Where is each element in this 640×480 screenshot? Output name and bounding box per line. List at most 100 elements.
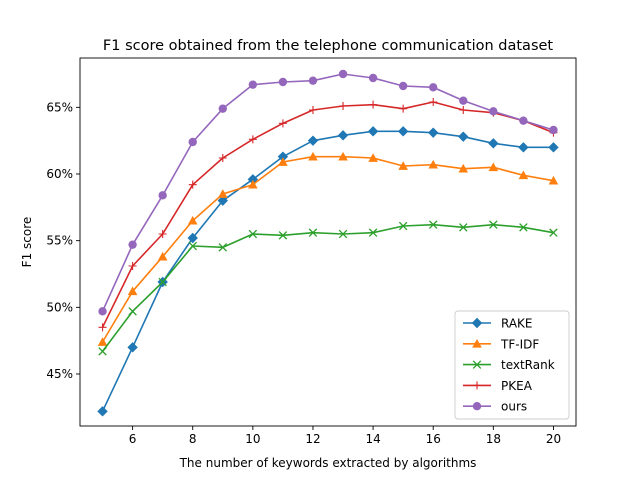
- data-point: [338, 69, 348, 79]
- data-point: [337, 130, 349, 141]
- data-point: [187, 215, 198, 225]
- legend-label: ours: [501, 400, 527, 414]
- data-point: [398, 161, 408, 170]
- data-point: [339, 102, 348, 110]
- data-point: [127, 286, 138, 296]
- x-tick-label: 16: [426, 432, 441, 446]
- data-point: [157, 251, 168, 261]
- data-point: [307, 135, 319, 146]
- data-point: [308, 228, 318, 237]
- data-point: [458, 163, 469, 173]
- legend-box: [454, 310, 570, 420]
- data-point: [97, 406, 108, 417]
- series-tf-idf: [97, 151, 559, 346]
- data-point: [367, 126, 379, 137]
- series-line: [101, 101, 554, 328]
- series-line: [101, 73, 554, 312]
- data-point: [248, 179, 258, 189]
- x-tick-label: 12: [305, 432, 320, 446]
- data-point: [248, 135, 257, 144]
- legend-item: PKEA: [463, 379, 533, 393]
- data-point: [277, 151, 289, 162]
- data-point: [187, 232, 198, 244]
- data-point: [549, 125, 558, 135]
- data-point: [368, 73, 378, 83]
- data-point: [338, 229, 348, 239]
- plot-area: 6 8 10 12 14 16 18 20 45% 50% 55% 60% 65%: [46, 57, 577, 446]
- series-textrank: [98, 220, 558, 356]
- x-tick-label: 10: [245, 432, 260, 446]
- data-point: [397, 126, 409, 137]
- series-line: [101, 130, 554, 412]
- legend-label: PKEA: [501, 379, 533, 393]
- data-point: [98, 323, 107, 332]
- x-tick-label: 8: [189, 432, 197, 446]
- legend-label: TF-IDF: [500, 337, 539, 351]
- y-tick-label: 55%: [46, 234, 73, 248]
- data-point: [368, 153, 378, 162]
- data-point: [158, 230, 167, 238]
- legend-marker: [471, 317, 483, 329]
- data-point: [488, 138, 499, 149]
- data-point: [548, 175, 559, 185]
- series-line: [101, 223, 554, 352]
- data-point: [489, 107, 498, 116]
- x-axis-label: The number of keywords extracted by algo…: [179, 456, 477, 470]
- data-point: [428, 159, 439, 169]
- legend-marker: [473, 381, 481, 390]
- data-point: [98, 307, 107, 316]
- data-point: [308, 76, 318, 85]
- data-point: [128, 240, 137, 249]
- data-point: [458, 131, 469, 142]
- data-point: [278, 231, 288, 240]
- legend-marker: [472, 339, 482, 348]
- data-point: [218, 154, 227, 162]
- legend-marker: [472, 360, 482, 369]
- data-point: [128, 307, 137, 316]
- y-tick-label: 50%: [46, 300, 73, 314]
- data-point: [158, 277, 167, 287]
- data-point: [248, 80, 258, 89]
- data-point: [429, 83, 438, 92]
- legend-item: ours: [463, 400, 527, 414]
- data-point: [218, 104, 227, 113]
- data-point: [519, 116, 528, 125]
- data-point: [428, 220, 438, 229]
- axes-frame: [79, 57, 577, 427]
- data-point: [338, 151, 348, 161]
- data-point: [308, 106, 317, 114]
- legend-item: textRank: [463, 358, 555, 372]
- data-point: [518, 142, 529, 153]
- data-point: [308, 151, 318, 161]
- series-line: [101, 155, 554, 343]
- data-point: [518, 170, 529, 180]
- series-ours: [98, 69, 558, 316]
- data-point: [188, 180, 197, 189]
- data-point: [278, 77, 288, 87]
- y-axis-label: F1 score: [20, 217, 34, 268]
- data-point: [218, 243, 228, 252]
- x-tick-label: 6: [129, 432, 137, 446]
- y-tick-label: 65%: [46, 100, 73, 114]
- data-point: [278, 119, 287, 128]
- data-point: [369, 100, 378, 109]
- x-tick-label: 18: [486, 432, 501, 446]
- chart-title: F1 score obtained from the telephone com…: [103, 38, 554, 54]
- data-point: [428, 127, 439, 138]
- data-point: [548, 142, 559, 153]
- data-point: [398, 81, 408, 91]
- data-point: [217, 195, 228, 206]
- legend-label: RAKE: [501, 317, 533, 331]
- data-point: [128, 262, 137, 270]
- data-point: [488, 162, 499, 172]
- y-tick-label: 60%: [46, 167, 73, 181]
- data-point: [368, 228, 378, 237]
- data-point: [278, 157, 288, 166]
- data-point: [398, 221, 408, 231]
- data-point: [188, 241, 197, 251]
- data-point: [519, 223, 528, 232]
- x-tick-label: 20: [546, 432, 561, 446]
- data-point: [217, 189, 228, 198]
- legend-marker: [472, 402, 482, 411]
- data-point: [459, 96, 468, 105]
